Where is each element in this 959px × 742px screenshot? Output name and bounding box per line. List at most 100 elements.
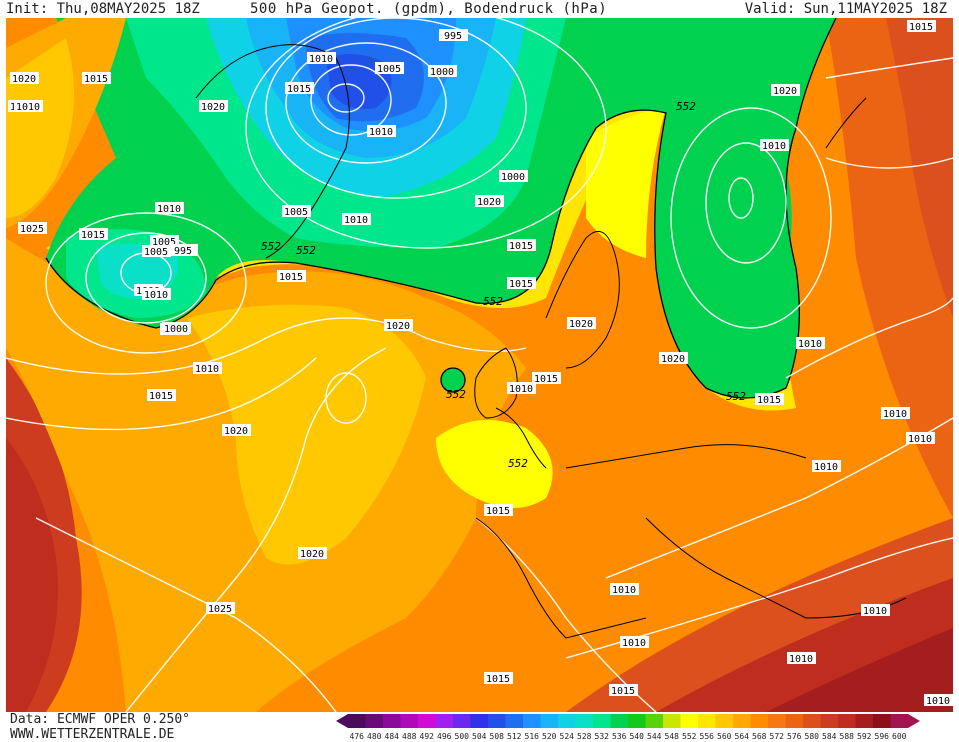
legend-swatch (680, 714, 698, 728)
legend-swatch (418, 714, 436, 728)
isobar-label: 1020 (659, 352, 688, 365)
isobar-label: 1015 (484, 672, 513, 685)
isobar-label: 1010 (342, 213, 371, 226)
legend-tick-label: 540 (630, 732, 645, 741)
legend-swatch (400, 714, 418, 728)
legend-tick-label: 504 (472, 732, 487, 741)
legend-swatch (803, 714, 821, 728)
legend-swatch (383, 714, 401, 728)
isobar-label: 1010 (861, 604, 890, 617)
isobar-label: 1010 (610, 583, 639, 596)
legend-swatch (663, 714, 681, 728)
legend-swatch (645, 714, 663, 728)
svg-text:1015: 1015 (486, 506, 510, 517)
svg-text:1005: 1005 (152, 237, 176, 248)
isobar-label: 1020 (567, 317, 596, 330)
svg-text:1010: 1010 (762, 141, 786, 152)
legend-tick-label: 484 (385, 732, 400, 741)
legend-swatch (610, 714, 628, 728)
legend-tick-label: 480 (367, 732, 382, 741)
legend-tick-label: 492 (420, 732, 435, 741)
chart-title: 500 hPa Geopot. (gpdm), Bodendruck (hPa) (250, 1, 608, 17)
legend-swatch (698, 714, 716, 728)
legend-arrow-left (336, 714, 348, 728)
legend-tick-label: 580 (805, 732, 820, 741)
isobar-label: 1005 (282, 205, 311, 218)
legend-swatch (505, 714, 523, 728)
isobar-label: 1000 (162, 322, 191, 335)
isobar-label: 1015 (484, 504, 513, 517)
legend-tick-label: 536 (612, 732, 627, 741)
isobar-label: 1010 (906, 432, 935, 445)
legend-swatch (435, 714, 453, 728)
geopotential-shading (6, 18, 953, 712)
isobar-labels: 1020101510251020101010159951010100510001… (8, 20, 953, 707)
isobar-label: 1015 (277, 270, 306, 283)
height-labels: 552 552 552 552 552 552 552 (261, 100, 746, 470)
svg-text:1000: 1000 (430, 67, 454, 78)
svg-text:1010: 1010 (195, 364, 219, 375)
legend-swatch (593, 714, 611, 728)
height-552-label: 552 (261, 240, 281, 253)
legend-swatch (733, 714, 751, 728)
legend-tick-label: 596 (875, 732, 890, 741)
isobar-label: 1015 (609, 684, 638, 697)
isobar-label: 995 (439, 29, 468, 42)
isobar-label: 1015 (507, 277, 536, 290)
svg-text:1010: 1010 (622, 638, 646, 649)
legend-tick-label: 508 (490, 732, 505, 741)
svg-text:1010: 1010 (798, 339, 822, 350)
svg-text:1020: 1020 (661, 354, 685, 365)
svg-text:1005: 1005 (284, 207, 308, 218)
legend-tick-label: 516 (525, 732, 540, 741)
isobar-label: 1010 (507, 382, 536, 395)
legend-tick-label: 532 (595, 732, 610, 741)
isobar-label: 1015 (907, 20, 936, 33)
isobar-label: 1015 (147, 389, 176, 402)
svg-text:1015: 1015 (149, 391, 173, 402)
weather-map: 1020101510251020101010159951010100510001… (6, 18, 953, 712)
isobar-label: 1010 (812, 460, 841, 473)
legend-tick-label: 544 (647, 732, 662, 741)
isobar-label: 1010 (193, 362, 222, 375)
isobar-label: 1010 (620, 636, 649, 649)
legend-swatch (768, 714, 786, 728)
svg-text:1015: 1015 (909, 22, 933, 33)
svg-text:1010: 1010 (814, 462, 838, 473)
svg-text:995: 995 (444, 31, 462, 42)
website-credit: WWW.WETTERZENTRALE.DE (10, 727, 175, 742)
init-time: Init: Thu,08MAY2025 18Z (6, 1, 200, 17)
height-552-label: 552 (483, 295, 503, 308)
legend-tick-label: 528 (577, 732, 592, 741)
legend-tick-label: 600 (892, 732, 907, 741)
svg-text:1025: 1025 (208, 604, 232, 615)
legend-tick-label: 568 (752, 732, 767, 741)
isobar-label: 1020 (475, 195, 504, 208)
svg-text:1015: 1015 (81, 230, 105, 241)
isobar-label: 1015 (507, 239, 536, 252)
svg-text:1010: 1010 (926, 696, 950, 707)
isobars (6, 18, 953, 712)
legend-tick-label: 500 (455, 732, 470, 741)
legend-tick-label: 520 (542, 732, 557, 741)
legend-swatch (628, 714, 646, 728)
svg-text:1010: 1010 (908, 434, 932, 445)
legend-arrow-right (908, 714, 920, 728)
isobar-label: 1010 (307, 52, 336, 65)
svg-text:1020: 1020 (477, 197, 501, 208)
svg-text:1015: 1015 (534, 374, 558, 385)
svg-text:1010: 1010 (344, 215, 368, 226)
legend-swatch (523, 714, 541, 728)
legend-swatch (715, 714, 733, 728)
isobar-label: 1025 (206, 602, 235, 615)
legend-swatch (348, 714, 366, 728)
legend-tick-label: 512 (507, 732, 522, 741)
isobar-label: 1015 (755, 393, 784, 406)
legend-tick-label: 560 (717, 732, 732, 741)
isobar-label: 1010 (924, 694, 953, 707)
svg-text:1020: 1020 (12, 74, 36, 85)
isobar-label: 1015 (532, 372, 561, 385)
isobar-label: 1000 (428, 65, 457, 78)
isobar-label: 1020 (10, 72, 39, 85)
valid-time: Valid: Sun,11MAY2025 18Z (744, 1, 947, 17)
